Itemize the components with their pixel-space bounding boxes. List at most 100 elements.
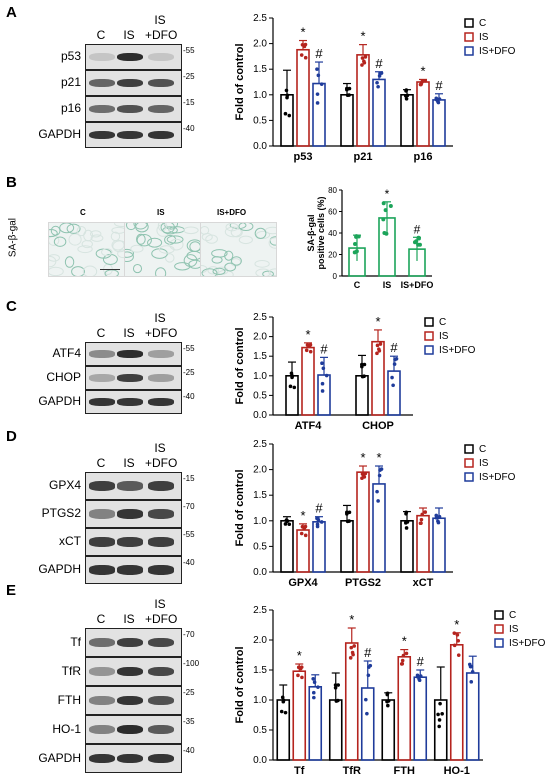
bar bbox=[292, 670, 307, 761]
blot-label-atf4: ATF4 bbox=[52, 346, 81, 360]
y-tick-label: 0.0 bbox=[253, 410, 267, 421]
panel-letter-c: C bbox=[6, 298, 17, 315]
data-point bbox=[401, 653, 406, 658]
blot-band bbox=[117, 374, 143, 382]
cell-outline bbox=[183, 254, 198, 267]
data-point bbox=[362, 60, 367, 65]
blot-strip-p21 bbox=[85, 70, 182, 96]
lane-header-0: C bbox=[96, 326, 106, 340]
data-point bbox=[360, 63, 364, 67]
legend-label: IS+DFO bbox=[479, 472, 516, 483]
data-point bbox=[315, 101, 320, 105]
bar bbox=[317, 374, 331, 416]
y-tick-label: 0.5 bbox=[253, 541, 267, 552]
western-blot-c: C IS IS +DFO ATF4 -55 CHOP -25 GAPDH -40 bbox=[0, 298, 220, 418]
y-tick-label: 0.5 bbox=[253, 115, 267, 126]
data-point bbox=[283, 710, 288, 715]
sa-gal-image-isdfo bbox=[200, 222, 277, 277]
cell-outline bbox=[238, 223, 254, 231]
blot-strip-tf bbox=[85, 628, 182, 657]
blot-label-gapdh: GAPDH bbox=[38, 562, 81, 576]
blot-band bbox=[89, 52, 115, 62]
blot-label-tfr: TfR bbox=[61, 663, 81, 678]
data-point bbox=[315, 522, 320, 527]
data-point bbox=[404, 526, 409, 530]
bar-chart-c: 0.0 0.5 1.0 1.5 2.0 2.5 Fold of control * # ATF4 *… bbox=[234, 312, 476, 432]
significance-mark: * bbox=[454, 617, 459, 632]
bar bbox=[416, 81, 430, 147]
y-tick-label: 20 bbox=[328, 251, 337, 260]
blot-band bbox=[117, 78, 143, 88]
data-point bbox=[347, 510, 352, 515]
data-point bbox=[308, 349, 313, 354]
blot-band bbox=[148, 52, 174, 62]
blot-band bbox=[89, 374, 115, 382]
blot-band bbox=[117, 104, 143, 114]
data-point bbox=[403, 94, 408, 98]
data-point bbox=[315, 92, 320, 96]
legend-swatch bbox=[464, 18, 474, 28]
x-tick-label: IS bbox=[383, 280, 392, 290]
cell-outline bbox=[89, 230, 102, 238]
data-point bbox=[400, 658, 405, 663]
bar bbox=[449, 643, 464, 761]
x-tick-label: IS+DFO bbox=[401, 280, 434, 290]
cell-outline bbox=[225, 223, 239, 232]
legend-swatch bbox=[464, 46, 474, 56]
blot-band bbox=[89, 666, 115, 677]
blot-band bbox=[117, 537, 143, 547]
blot-strip-atf4 bbox=[85, 342, 182, 366]
cell-outline bbox=[207, 266, 219, 275]
data-point bbox=[349, 645, 354, 650]
data-point bbox=[300, 675, 304, 680]
y-tick-label: 2.5 bbox=[253, 605, 267, 616]
significance-mark: # bbox=[417, 654, 425, 669]
blot-strip-gpx4 bbox=[85, 472, 182, 500]
y-tick-label: 1.5 bbox=[253, 351, 267, 362]
data-point bbox=[434, 96, 439, 101]
cell-outline bbox=[95, 248, 112, 259]
legend-label: IS+DFO bbox=[439, 345, 476, 356]
x-tick-label: p16 bbox=[414, 151, 433, 163]
cell-outline bbox=[90, 234, 104, 242]
bar bbox=[372, 78, 386, 147]
y-axis-label: Fold of control bbox=[234, 470, 246, 547]
data-point bbox=[281, 699, 286, 704]
y-tick-label: 80 bbox=[328, 186, 337, 195]
data-point bbox=[362, 362, 367, 367]
lane-header-1: IS bbox=[123, 326, 135, 340]
blot-strip-p16 bbox=[85, 96, 182, 122]
blot-band bbox=[117, 753, 143, 764]
cell-outline bbox=[254, 227, 267, 240]
significance-mark: * bbox=[360, 450, 365, 465]
lane-header-top-2: IS bbox=[154, 13, 166, 27]
blot-strip-p53 bbox=[85, 44, 182, 70]
cell-outline bbox=[162, 226, 178, 235]
data-point bbox=[456, 653, 461, 657]
blot-label-gpx4: GPX4 bbox=[48, 478, 81, 492]
data-point bbox=[347, 86, 352, 91]
bar bbox=[381, 699, 396, 761]
data-point bbox=[363, 471, 368, 476]
legend-label: C bbox=[439, 317, 446, 328]
data-point bbox=[452, 643, 457, 648]
data-point bbox=[365, 711, 369, 716]
blot-label-fth: FTH bbox=[57, 692, 81, 707]
data-point bbox=[287, 522, 292, 527]
data-point bbox=[393, 357, 397, 362]
data-point bbox=[377, 473, 382, 478]
cell-outline bbox=[212, 267, 226, 275]
data-point bbox=[376, 84, 380, 89]
x-tick-label: FTH bbox=[394, 765, 415, 777]
western-blot-a: C IS IS +DFO p53 -55 p21 -25 p16 -15 GAPDH -40 bbox=[0, 0, 220, 170]
y-tick-label: 1.0 bbox=[253, 695, 267, 706]
blot-band bbox=[148, 374, 174, 382]
significance-mark: # bbox=[375, 56, 383, 71]
legend-label: C bbox=[509, 610, 516, 621]
y-tick-label: 40 bbox=[328, 229, 337, 238]
cell-outline bbox=[155, 267, 167, 276]
cell-outline bbox=[211, 256, 223, 264]
data-point bbox=[280, 695, 285, 700]
cell-outline bbox=[111, 226, 124, 234]
cell-outline bbox=[64, 256, 75, 268]
